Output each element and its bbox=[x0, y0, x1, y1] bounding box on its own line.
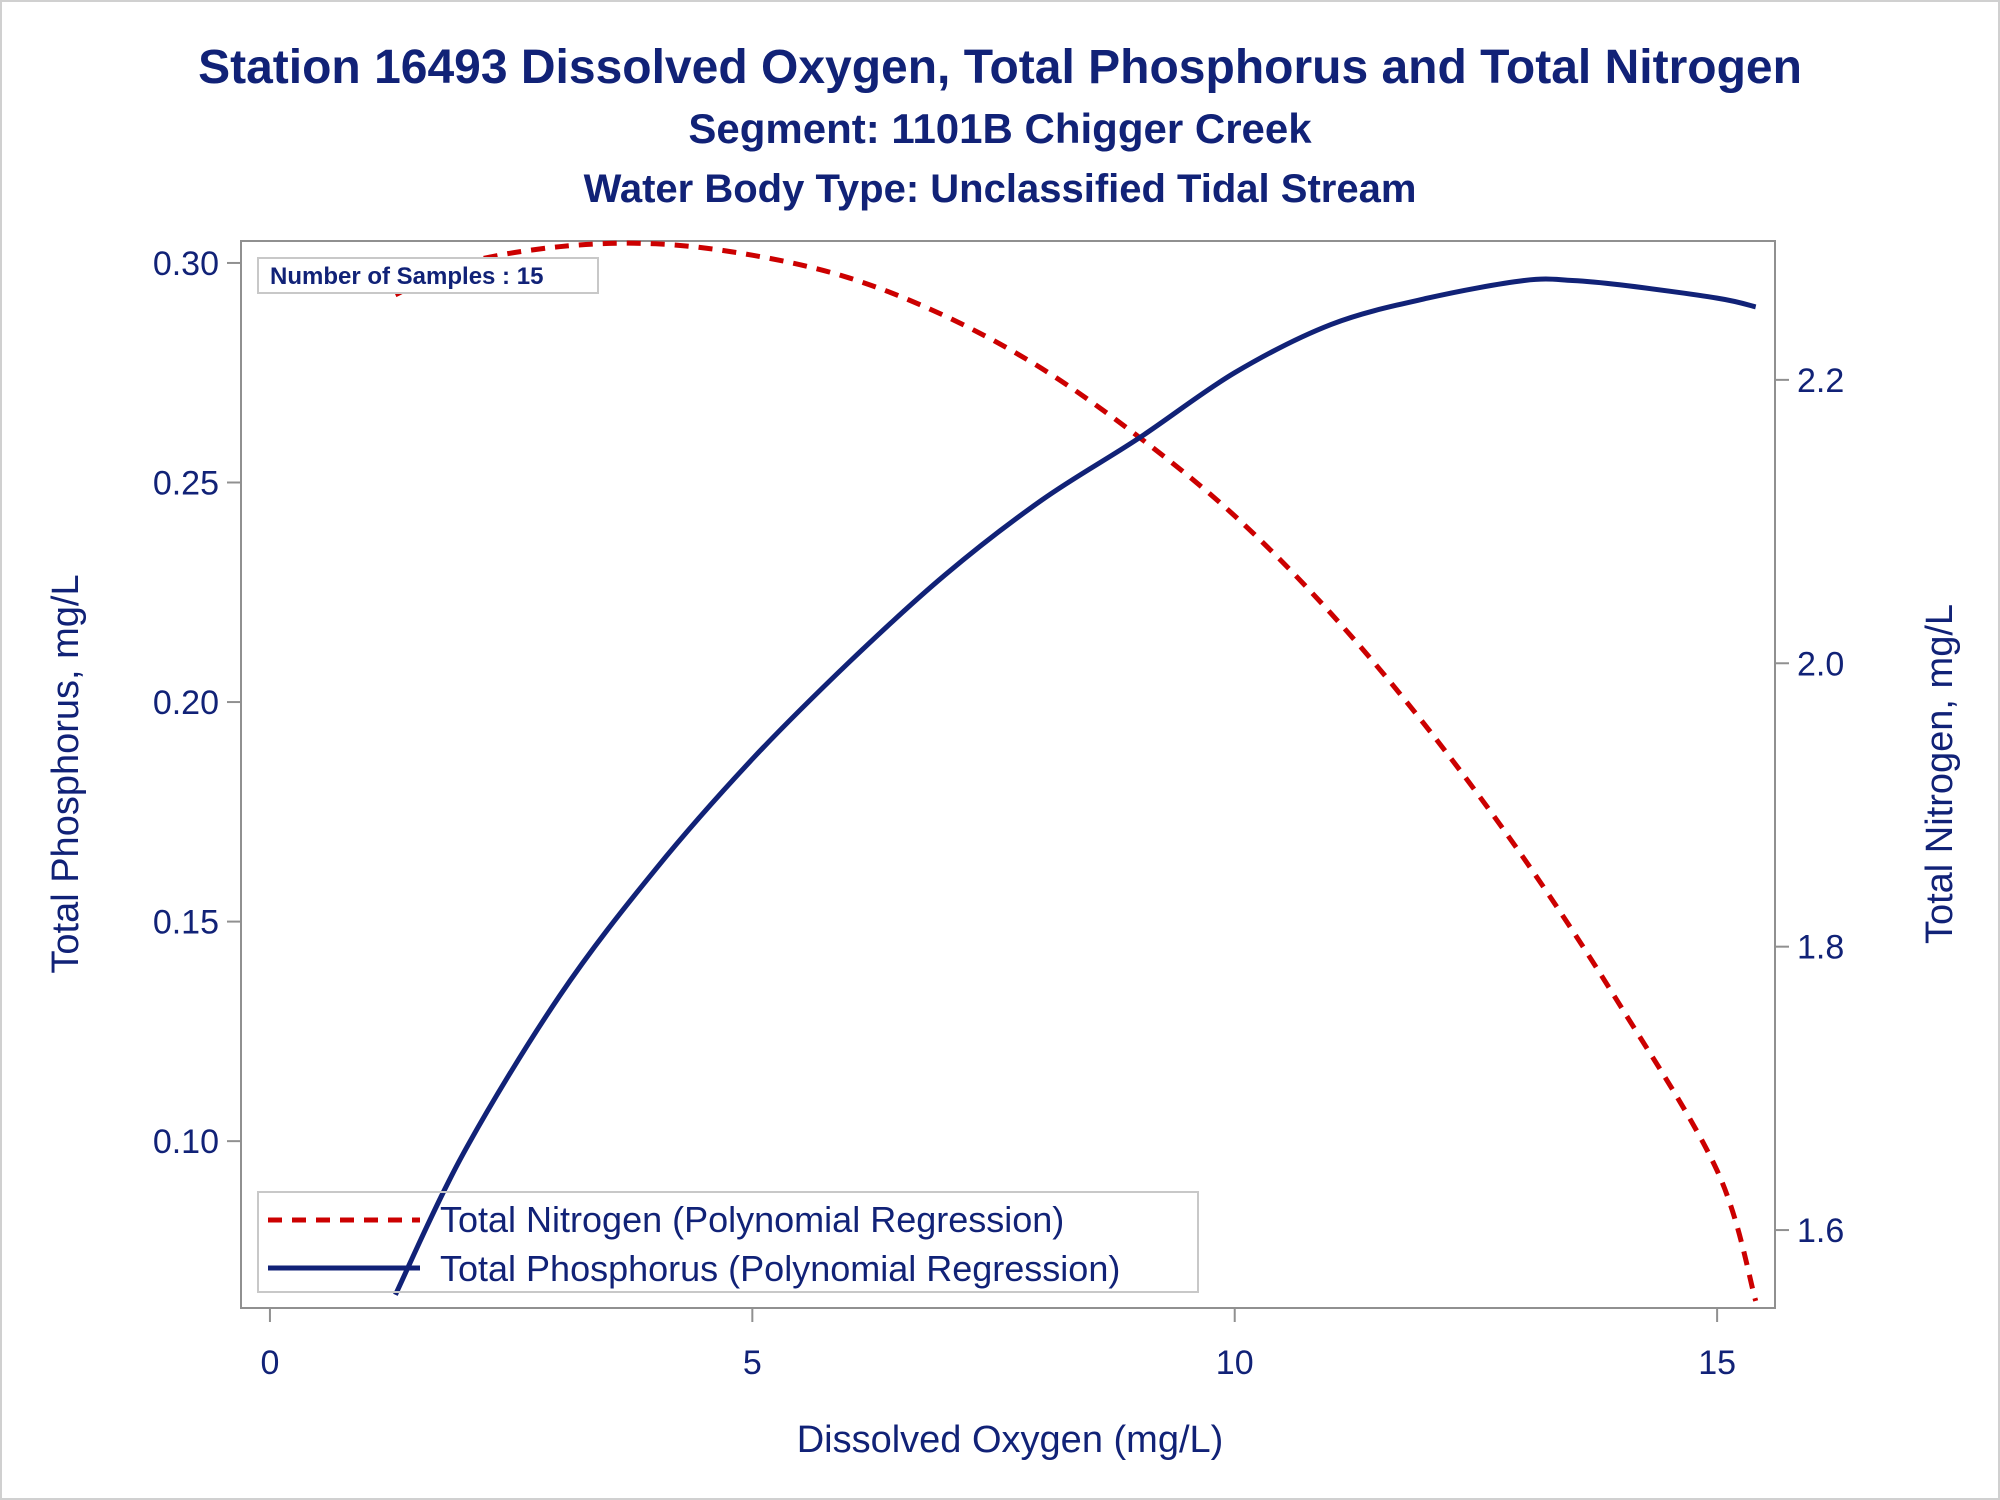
legend: Total Nitrogen (Polynomial Regression) T… bbox=[257, 1191, 1199, 1293]
y-tick-label: 0.15 bbox=[153, 904, 219, 942]
y-axis-label: Total Phosphorus, mg/L bbox=[45, 574, 87, 973]
plot-area-border bbox=[240, 240, 1776, 1309]
y2-axis-label: Total Nitrogen, mg/L bbox=[1919, 604, 1961, 944]
series-line-total-phosphorus bbox=[393, 276, 1757, 1296]
chart-subtitle-segment: Segment: 1101B Chigger Creek bbox=[688, 105, 1312, 152]
x-tick-label: 15 bbox=[1698, 1344, 1736, 1382]
y-tick-label: 0.30 bbox=[153, 245, 219, 283]
x-tick-label: 0 bbox=[260, 1344, 279, 1382]
chart-titles: Station 16493 Dissolved Oxygen, Total Ph… bbox=[0, 38, 2000, 218]
x-tick-label: 10 bbox=[1216, 1344, 1254, 1382]
sample-count-box: Number of Samples : 15 bbox=[257, 257, 599, 294]
sample-count-text: Number of Samples : 15 bbox=[270, 263, 543, 290]
y2-tick-label: 2.0 bbox=[1797, 645, 1844, 683]
y-axis-left: 0.10 0.15 0.20 0.25 0.30 bbox=[153, 245, 241, 1161]
x-tick-label: 5 bbox=[743, 1344, 762, 1382]
x-axis: 0 5 10 15 bbox=[260, 1308, 1736, 1382]
chart-title: Station 16493 Dissolved Oxygen, Total Ph… bbox=[198, 41, 1802, 94]
y-tick-label: 0.20 bbox=[153, 684, 219, 722]
sample-count-frame bbox=[257, 257, 599, 294]
series-layer bbox=[393, 240, 1759, 1302]
y2-tick-label: 2.2 bbox=[1797, 362, 1844, 400]
chart-subtitle-waterbody: Water Body Type: Unclassified Tidal Stre… bbox=[583, 167, 1417, 211]
y-axis-right: 1.6 1.8 2.0 2.2 bbox=[1775, 362, 1844, 1250]
series-line-total-nitrogen bbox=[394, 240, 1759, 1302]
legend-label-phosphorus: Total Phosphorus (Polynomial Regression) bbox=[440, 1248, 1120, 1289]
legend-frame bbox=[257, 1191, 1199, 1293]
x-axis-label: Dissolved Oxygen (mg/L) bbox=[797, 1419, 1224, 1461]
legend-label-nitrogen: Total Nitrogen (Polynomial Regression) bbox=[440, 1199, 1064, 1240]
y2-tick-label: 1.6 bbox=[1797, 1212, 1844, 1250]
y-tick-label: 0.10 bbox=[153, 1123, 219, 1161]
y-tick-label: 0.25 bbox=[153, 465, 219, 503]
y2-tick-label: 1.8 bbox=[1797, 929, 1844, 967]
